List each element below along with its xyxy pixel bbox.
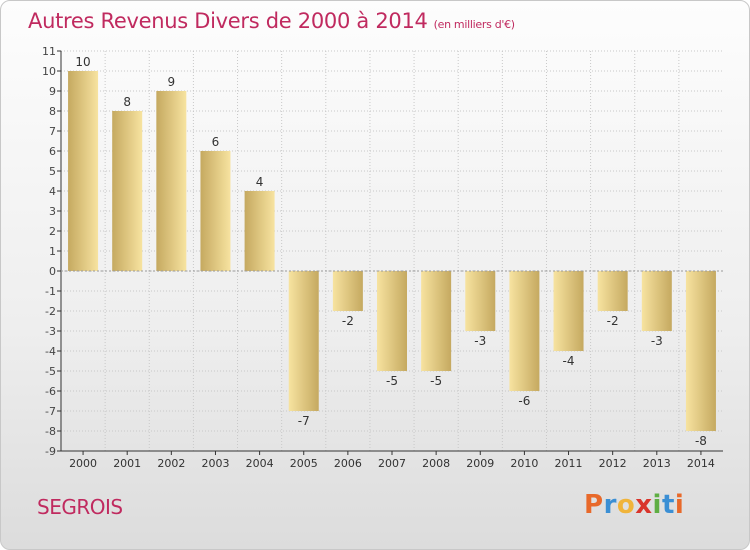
x-tick-label: 2008	[422, 457, 450, 470]
x-tick-label: 2002	[157, 457, 185, 470]
bar-value-label: 8	[123, 95, 131, 109]
x-tick-label: 2011	[555, 457, 583, 470]
x-tick-label: 2013	[643, 457, 671, 470]
y-tick-label: 0	[49, 265, 56, 278]
x-tick-label: 2005	[290, 457, 318, 470]
y-tick-label: 1	[49, 245, 56, 258]
commune-name: SEGROIS	[37, 495, 123, 519]
y-tick-label: 8	[49, 105, 56, 118]
x-tick-label: 2006	[334, 457, 362, 470]
y-tick-label: 9	[49, 85, 56, 98]
x-tick-label: 2001	[113, 457, 141, 470]
axis-layer	[57, 50, 723, 455]
x-tick-label: 2014	[687, 457, 715, 470]
x-tick-label: 2012	[599, 457, 627, 470]
bar-value-label: 4	[256, 175, 264, 189]
bars-layer	[68, 71, 716, 431]
y-tick-label: 2	[49, 225, 56, 238]
chart-title: Autres Revenus Divers de 2000 à 2014 (en …	[28, 9, 515, 33]
y-tick-label: -8	[45, 425, 56, 438]
bar	[641, 271, 672, 331]
bar	[156, 91, 187, 271]
bar	[112, 111, 143, 271]
y-tick-label: 10	[42, 65, 56, 78]
chart-title-text: Autres Revenus Divers de 2000 à 2014	[28, 9, 428, 33]
bar-value-label: -3	[651, 334, 663, 348]
chart-unit: (en milliers d'€)	[433, 18, 515, 31]
bar	[685, 271, 716, 431]
y-tick-label: -6	[45, 385, 56, 398]
bar-value-label: 9	[168, 75, 176, 89]
x-tick-label: 2004	[246, 457, 274, 470]
bar-value-label: -7	[298, 414, 310, 428]
bar	[244, 191, 275, 271]
bar-value-label: -8	[695, 434, 707, 448]
bar	[509, 271, 540, 391]
y-tick-label: -5	[45, 365, 56, 378]
bar-value-label: 10	[75, 55, 90, 69]
y-tick-label: 6	[49, 145, 56, 158]
y-tick-label: 7	[49, 125, 56, 138]
logo-letter: x	[635, 490, 653, 520]
labels-layer: 11109876543210-1-2-3-4-5-6-7-8-910200082…	[42, 45, 715, 470]
bar-value-label: -5	[430, 374, 442, 388]
y-tick-label: 4	[49, 185, 56, 198]
y-tick-label: -4	[45, 345, 56, 358]
proxiti-logo[interactable]: Proxiti	[584, 490, 684, 520]
bar	[288, 271, 319, 411]
bar	[421, 271, 452, 371]
logo-letter: o	[616, 490, 636, 520]
bar-value-label: -5	[386, 374, 398, 388]
y-tick-label: -3	[45, 325, 56, 338]
x-tick-label: 2010	[510, 457, 538, 470]
logo-letter: t	[661, 490, 675, 520]
bar	[200, 151, 231, 271]
logo-letter: P	[584, 490, 604, 520]
y-tick-label: -7	[45, 405, 56, 418]
bar	[332, 271, 363, 311]
y-tick-label: -2	[45, 305, 56, 318]
bar	[377, 271, 407, 371]
logo-letter: i	[674, 490, 685, 520]
bar	[465, 271, 496, 331]
x-tick-label: 2007	[378, 457, 406, 470]
y-tick-label: 5	[49, 165, 56, 178]
bar	[553, 271, 584, 351]
y-tick-label: 3	[49, 205, 56, 218]
y-tick-label: 11	[42, 45, 56, 58]
x-tick-label: 2003	[201, 457, 229, 470]
x-tick-label: 2000	[69, 457, 97, 470]
bar	[597, 271, 628, 311]
logo-letter: i	[652, 490, 662, 520]
bar-value-label: 6	[212, 135, 220, 149]
bar	[68, 71, 99, 271]
y-tick-label: -1	[45, 285, 56, 298]
logo-letter: r	[603, 490, 617, 520]
bar-value-label: -2	[342, 314, 354, 328]
bar-value-label: -4	[563, 354, 575, 368]
x-tick-label: 2009	[466, 457, 494, 470]
y-tick-label: -9	[45, 445, 56, 458]
bar-value-label: -3	[474, 334, 486, 348]
bar-value-label: -6	[518, 394, 530, 408]
bar-value-label: -2	[607, 314, 619, 328]
